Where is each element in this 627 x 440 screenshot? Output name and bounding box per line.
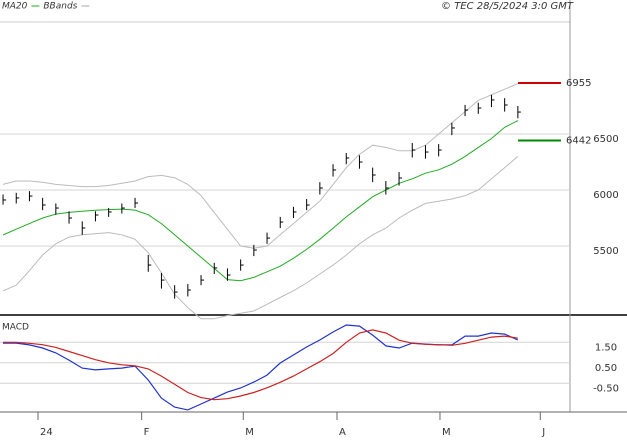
x-tick-label: J (541, 427, 545, 438)
x-tick-label: 24 (40, 427, 53, 438)
legend-entry: MA20 (2, 2, 28, 12)
x-tick-label: F (144, 427, 150, 438)
y-tick-label: 5500 (593, 246, 618, 257)
y-tick-label: 6500 (593, 134, 618, 145)
macd-line (3, 329, 518, 401)
x-tick-label: A (339, 427, 346, 438)
price-marker-label: 6442 (566, 136, 591, 147)
y-tick-label: 1.50 (595, 342, 617, 353)
legend-entry: BBands (43, 2, 77, 12)
x-tick-label: M (442, 427, 451, 438)
y-tick-label: -0.50 (593, 383, 619, 394)
x-tick-label: M (245, 427, 254, 438)
indicator-line (2, 83, 519, 249)
panel-title: MACD (2, 323, 29, 333)
price-marker-label: 6955 (566, 78, 591, 89)
indicator-line (2, 156, 519, 320)
copyright: © TEC 28/5/2024 3:0 GMT (441, 1, 574, 12)
y-tick-label: 6000 (593, 190, 618, 201)
y-tick-label: 0.50 (595, 363, 617, 374)
indicator-line (2, 120, 519, 282)
